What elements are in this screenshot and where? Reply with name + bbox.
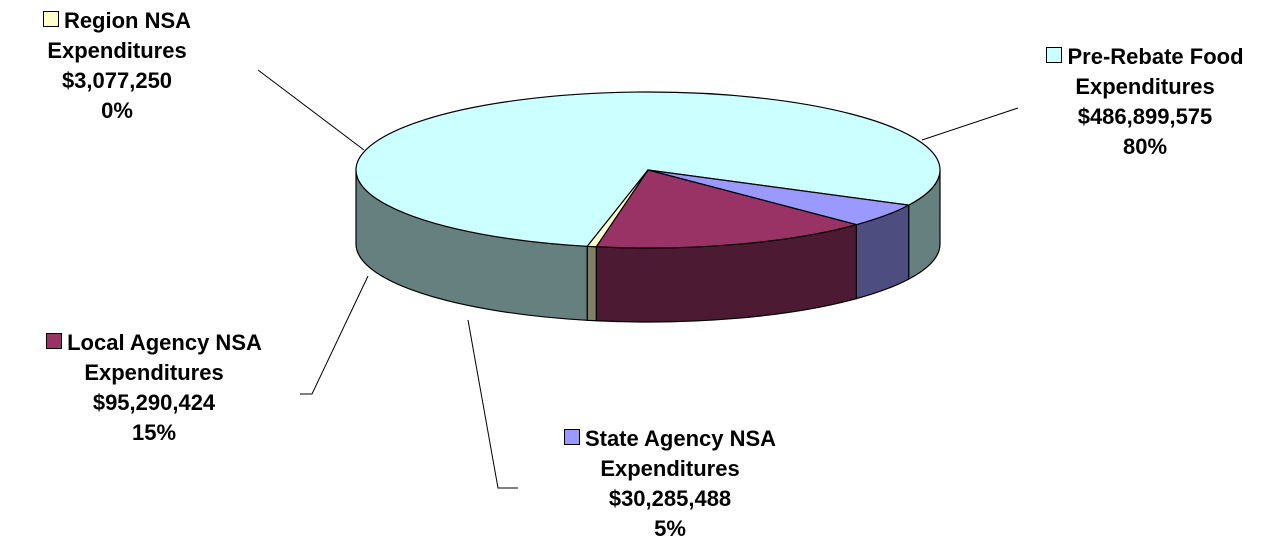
label-local-value: $95,290,424 [92,390,216,415]
label-region-name1: Region NSA [63,8,192,33]
label-state-agency-nsa: State Agency NSA Expenditures $30,285,48… [520,424,820,544]
legend-swatch-state [563,429,580,445]
label-state-name1: State Agency NSA [584,426,777,451]
leader-line-state-agency-nsa [467,319,518,489]
slice-pre-rebate-food-expenditures [355,91,941,247]
slice-region-nsa-expenditures [586,169,649,248]
slice-local-agency-nsa-expenditures [595,169,859,249]
label-state-percent: 5% [654,516,686,541]
label-local-agency-nsa: Local Agency NSA Expenditures $95,290,42… [6,328,302,448]
label-region-percent: 0% [101,98,133,123]
label-state-value: $30,285,488 [608,486,732,511]
label-region-name2: Expenditures [47,38,187,63]
slice-side-region-nsa-expenditures [586,245,597,322]
legend-swatch-region [42,11,59,27]
label-pre-rebate-percent: 80% [1122,134,1168,159]
label-local-name2: Expenditures [84,360,224,385]
label-region-value: $3,077,250 [61,68,173,93]
label-region-nsa: Region NSA Expenditures $3,077,250 0% [2,6,232,126]
leader-lines [257,69,1019,489]
label-pre-rebate-value: $486,899,575 [1077,104,1213,129]
label-pre-rebate-name2: Expenditures [1075,74,1215,99]
label-state-name2: Expenditures [600,456,740,481]
label-local-percent: 15% [131,420,177,445]
pie-body [355,91,941,323]
label-pre-rebate-name1: Pre-Rebate Food [1067,44,1244,69]
legend-swatch-local [46,333,63,349]
label-pre-rebate-food: Pre-Rebate Food Expenditures $486,899,57… [1010,42,1280,162]
legend-swatch-pre-rebate [1046,47,1063,63]
leader-line-region-nsa [257,69,365,151]
label-local-name1: Local Agency NSA [67,330,262,355]
leader-line-local-agency-nsa [300,275,369,395]
leader-line-pre-rebate-food [921,107,1019,141]
